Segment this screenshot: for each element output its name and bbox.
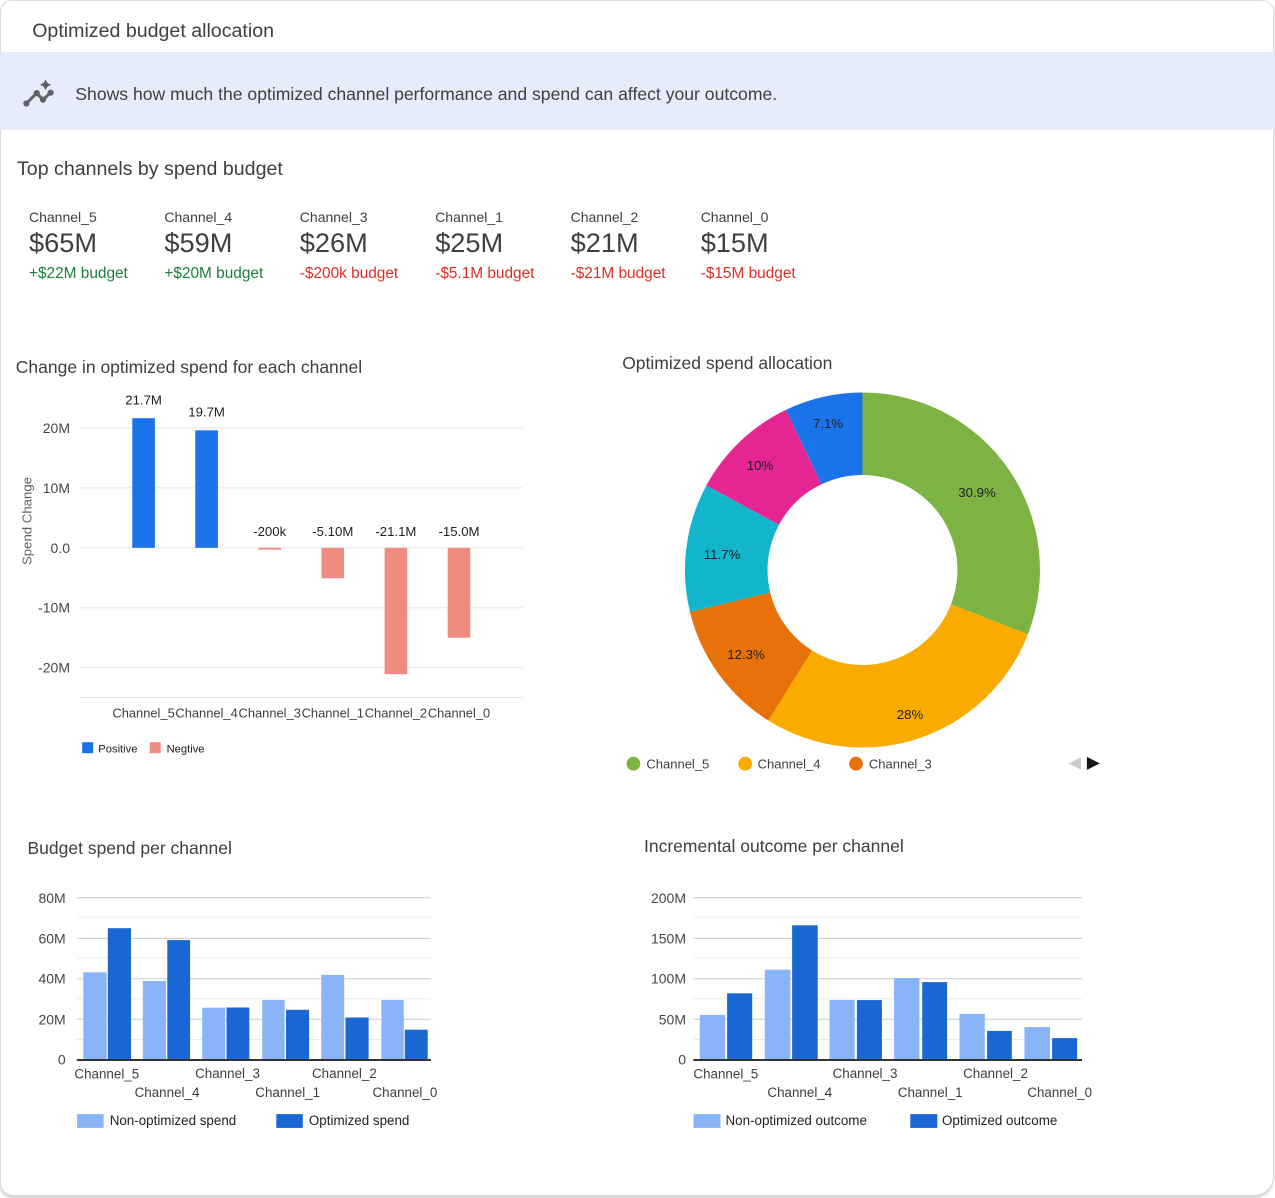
- svg-text:10%: 10%: [747, 458, 774, 473]
- svg-text:150M: 150M: [651, 930, 686, 946]
- svg-text:0: 0: [678, 1051, 686, 1067]
- svg-text:80M: 80M: [38, 890, 65, 906]
- svg-text:Positive: Positive: [98, 744, 137, 756]
- svg-text:200M: 200M: [651, 890, 686, 906]
- svg-text:Channel_4: Channel_4: [175, 706, 237, 721]
- svg-text:-200k: -200k: [253, 524, 286, 539]
- svg-text:0.0: 0.0: [51, 540, 71, 556]
- svg-text:Channel_2: Channel_2: [365, 706, 427, 721]
- svg-text:Channel_1: Channel_1: [898, 1085, 963, 1100]
- svg-text:21.7M: 21.7M: [125, 393, 162, 408]
- svg-text:Channel_5: Channel_5: [646, 757, 709, 772]
- svg-text:7.1%: 7.1%: [813, 416, 843, 431]
- svg-text:Optimized outcome: Optimized outcome: [942, 1113, 1057, 1128]
- svg-text:50M: 50M: [659, 1011, 686, 1027]
- svg-text:Channel_3: Channel_3: [833, 1066, 898, 1081]
- svg-text:Channel_2: Channel_2: [312, 1066, 377, 1081]
- svg-text:Optimized spend allocation: Optimized spend allocation: [622, 353, 832, 373]
- svg-text:30.9%: 30.9%: [958, 485, 996, 500]
- svg-text:Channel_4: Channel_4: [135, 1085, 200, 1100]
- svg-text:Channel_3: Channel_3: [869, 757, 932, 772]
- svg-text:0: 0: [58, 1051, 66, 1067]
- svg-text:-5.10M: -5.10M: [312, 524, 353, 539]
- svg-text:Change in optimized spend for: Change in optimized spend for each chann…: [16, 357, 362, 377]
- svg-text:Negtive: Negtive: [167, 744, 205, 756]
- svg-text:60M: 60M: [38, 930, 65, 946]
- svg-text:Channel_0: Channel_0: [1027, 1085, 1092, 1100]
- svg-text:19.7M: 19.7M: [188, 405, 225, 420]
- svg-text:12.3%: 12.3%: [727, 647, 765, 662]
- svg-text:20M: 20M: [43, 420, 70, 436]
- svg-text:Channel_4: Channel_4: [767, 1085, 832, 1100]
- svg-text:Channel_5: Channel_5: [74, 1066, 139, 1081]
- svg-text:Budget spend per channel: Budget spend per channel: [28, 838, 232, 858]
- svg-text:Channel_3: Channel_3: [195, 1066, 260, 1081]
- svg-text:Non-optimized outcome: Non-optimized outcome: [726, 1113, 867, 1128]
- svg-text:Non-optimized spend: Non-optimized spend: [110, 1113, 237, 1128]
- svg-text:-20M: -20M: [38, 660, 70, 676]
- svg-text:20M: 20M: [38, 1011, 65, 1027]
- svg-text:Channel_4: Channel_4: [758, 757, 821, 772]
- svg-text:Spend Change: Spend Change: [20, 477, 35, 565]
- svg-text:Channel_0: Channel_0: [428, 706, 490, 721]
- svg-text:40M: 40M: [38, 971, 65, 987]
- svg-text:Channel_1: Channel_1: [302, 706, 364, 721]
- svg-text:100M: 100M: [651, 971, 686, 987]
- svg-text:Channel_2: Channel_2: [963, 1066, 1028, 1081]
- svg-text:Optimized spend: Optimized spend: [309, 1113, 409, 1128]
- svg-text:Channel_5: Channel_5: [112, 706, 174, 721]
- svg-text:-15.0M: -15.0M: [438, 524, 479, 539]
- svg-text:Channel_5: Channel_5: [693, 1066, 758, 1081]
- svg-text:28%: 28%: [897, 707, 924, 722]
- svg-text:Channel_0: Channel_0: [373, 1085, 438, 1100]
- svg-text:-10M: -10M: [38, 600, 70, 616]
- svg-text:11.7%: 11.7%: [704, 547, 741, 562]
- svg-text:10M: 10M: [43, 480, 70, 496]
- svg-text:-21.1M: -21.1M: [375, 524, 416, 539]
- svg-text:Incremental outcome per channe: Incremental outcome per channel: [644, 836, 904, 856]
- svg-text:Channel_1: Channel_1: [255, 1085, 320, 1100]
- svg-text:Channel_3: Channel_3: [239, 706, 301, 721]
